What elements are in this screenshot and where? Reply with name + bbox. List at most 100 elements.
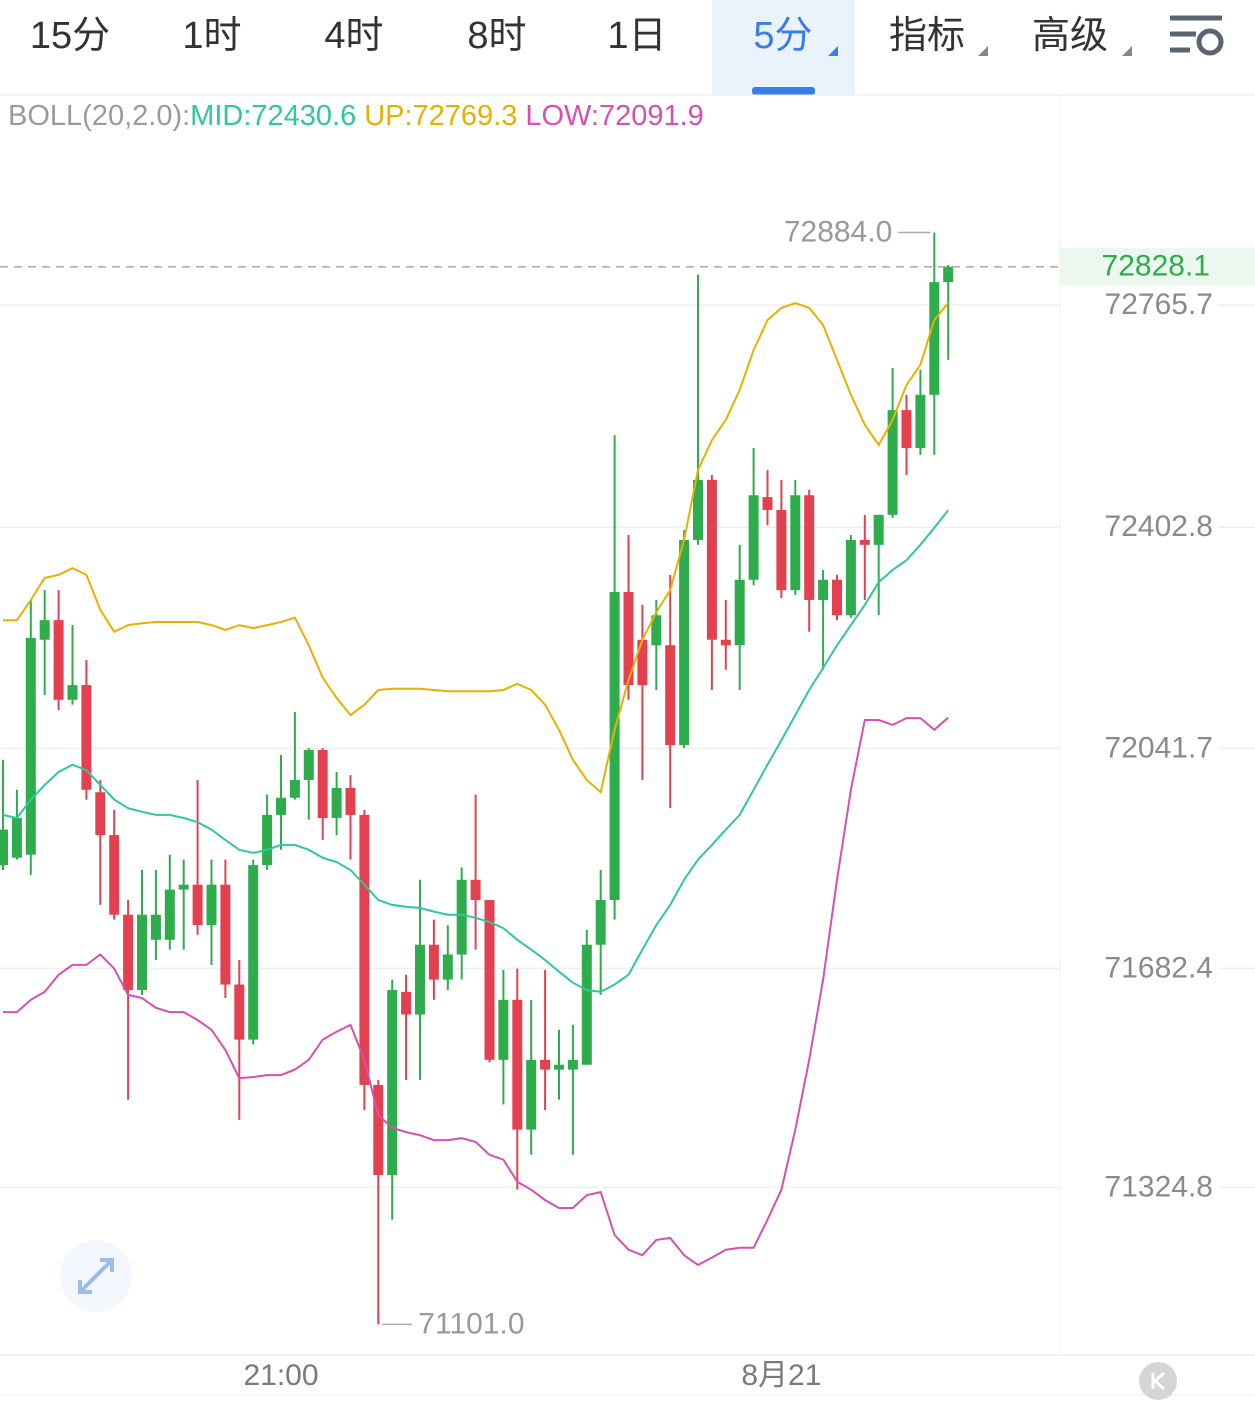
candle-body xyxy=(303,749,314,780)
candle-body xyxy=(554,1064,564,1070)
y-tick-label: 72765.7 xyxy=(1105,288,1213,321)
candle-body xyxy=(192,884,203,926)
candle-body xyxy=(123,914,134,991)
candle-body xyxy=(818,579,829,600)
candle-body xyxy=(609,591,620,901)
candle-body xyxy=(39,620,50,640)
k-button[interactable] xyxy=(1139,1362,1177,1400)
tab[interactable]: 5分 xyxy=(753,15,812,57)
candle-body xyxy=(442,954,453,980)
tab[interactable]: 指标 xyxy=(889,15,965,57)
expand-icon xyxy=(78,1258,114,1294)
indicator-label: BOLL(20,2.0): xyxy=(8,100,190,132)
candle-body xyxy=(776,509,787,591)
candle-body xyxy=(748,495,759,580)
tab[interactable]: 4时 xyxy=(324,15,383,57)
candle-body xyxy=(164,889,175,940)
tab[interactable]: 高级 xyxy=(1032,15,1108,57)
candle-body xyxy=(651,615,662,646)
x-tick-label: 21:00 xyxy=(243,1359,318,1392)
candle-body xyxy=(387,990,398,1175)
tab[interactable]: 1时 xyxy=(182,15,241,57)
active-tab-indicator xyxy=(752,87,815,95)
candle-body xyxy=(456,879,467,955)
candle-body xyxy=(276,797,286,815)
candle-body xyxy=(762,497,773,510)
dropdown-triangle xyxy=(978,46,988,56)
candle-body xyxy=(81,685,92,790)
candle-body xyxy=(665,645,676,746)
candle-body xyxy=(706,479,717,640)
candle-body xyxy=(734,579,745,646)
tab[interactable]: 15分 xyxy=(30,15,110,57)
dropdown-triangle xyxy=(1122,46,1132,56)
candle-body xyxy=(373,1084,384,1175)
candle-body xyxy=(331,787,342,818)
candle-body xyxy=(248,865,259,1040)
candle-body xyxy=(915,394,926,449)
last-price-tag xyxy=(1060,247,1255,286)
boll-line xyxy=(3,301,949,795)
candle-body xyxy=(498,999,509,1060)
k-icon xyxy=(1151,1371,1165,1391)
candle-body xyxy=(317,749,328,818)
y-tick-label: 72041.7 xyxy=(1105,731,1213,764)
indicator-legend: BOLL(20,2.0):MID:72430.6 UP:72769.3 LOW:72… xyxy=(8,100,704,132)
candle-body xyxy=(150,914,161,940)
candle-body xyxy=(581,944,592,1065)
candle-body xyxy=(720,639,731,646)
candle-body xyxy=(206,884,217,926)
boll-line xyxy=(3,716,949,1267)
plot: 72765.7 72402.8 72041.7 71682.4 71324.8 21:00… xyxy=(0,215,1255,1392)
expand-button[interactable] xyxy=(60,1240,132,1312)
icon-gear xyxy=(1196,28,1224,56)
tab[interactable]: 8时 xyxy=(467,15,526,57)
candle-body xyxy=(512,999,523,1130)
y-tick-label: 72402.8 xyxy=(1105,510,1213,543)
candle-body xyxy=(901,410,912,449)
candle-body xyxy=(540,1059,551,1070)
candle-body xyxy=(262,814,273,866)
legend-entry: UP:72769.3 xyxy=(364,100,517,132)
candle-body xyxy=(637,639,648,686)
candle-body xyxy=(887,410,898,515)
active-tab-bg xyxy=(712,0,855,95)
candle-body xyxy=(67,685,78,700)
candle-body xyxy=(595,900,606,945)
legend-entry: LOW:72091.9 xyxy=(525,100,703,132)
boll-line xyxy=(2,509,949,993)
candle-body xyxy=(428,944,439,980)
y-tick-label: 71682.4 xyxy=(1105,951,1213,984)
candle-body xyxy=(832,579,842,616)
candle-body xyxy=(693,479,703,540)
candle-body xyxy=(484,900,495,1060)
k-bg xyxy=(1139,1362,1177,1400)
candle-body xyxy=(929,282,940,395)
dropdown-triangle xyxy=(828,46,838,56)
candle-body xyxy=(401,991,412,1015)
candle-body xyxy=(804,495,815,600)
candle-body xyxy=(679,539,690,746)
tab[interactable]: 1日 xyxy=(607,15,666,57)
candle-body xyxy=(178,884,189,890)
candle-body xyxy=(470,879,481,901)
candle-body xyxy=(526,1059,537,1130)
candle-body xyxy=(25,637,36,855)
candle-body xyxy=(623,591,634,686)
candle-body xyxy=(567,1059,578,1070)
candle-body xyxy=(873,514,884,545)
candle-body xyxy=(790,495,801,591)
candle-body xyxy=(234,984,245,1040)
max-label: 72884.0 xyxy=(784,215,892,248)
candle-body xyxy=(53,620,64,700)
candle-body xyxy=(11,817,22,858)
candle-body xyxy=(943,266,954,283)
candle-body xyxy=(137,914,147,991)
candle-body xyxy=(109,835,120,915)
y-tick-label: 71324.8 xyxy=(1105,1170,1213,1203)
x-tick-label: 8月21 xyxy=(741,1359,821,1392)
last-price-label: 72828.1 xyxy=(1102,250,1210,283)
settings-icon[interactable] xyxy=(1170,15,1224,56)
